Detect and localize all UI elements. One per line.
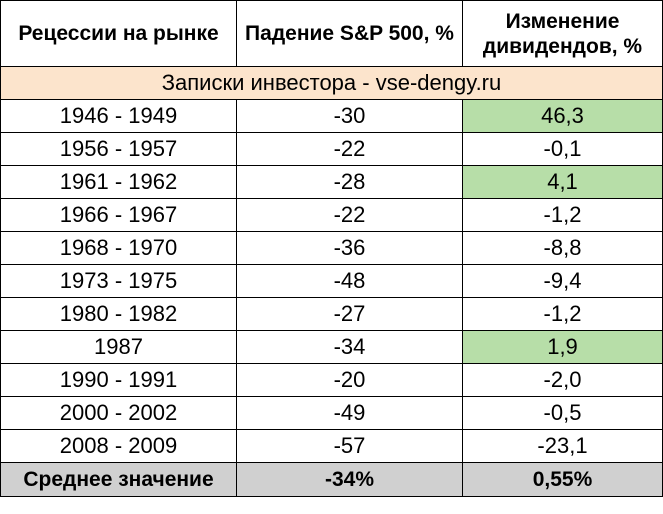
table-row: 2000 - 2002 -49 -0,5	[0, 396, 663, 430]
period-cell: 2008 - 2009	[0, 429, 237, 463]
period-cell: 1973 - 1975	[0, 264, 237, 298]
table-row: 1973 - 1975 -48 -9,4	[0, 264, 663, 298]
average-label: Среднее значение	[0, 462, 237, 497]
period-cell: 1990 - 1991	[0, 363, 237, 397]
dividend-change-cell: -2,0	[462, 363, 663, 397]
sp500-drop-cell: -22	[236, 198, 463, 232]
table-row: 1987 -34 1,9	[0, 330, 663, 364]
source-row: Записки инвестора - vse-dengy.ru	[0, 66, 663, 100]
table-row: 1990 - 1991 -20 -2,0	[0, 363, 663, 397]
dividend-change-cell: -9,4	[462, 264, 663, 298]
average-dividend-change: 0,55%	[462, 462, 663, 497]
table-row: 1946 - 1949 -30 46,3	[0, 99, 663, 133]
table-row: 1961 - 1962 -28 4,1	[0, 165, 663, 199]
table-row: 2008 - 2009 -57 -23,1	[0, 429, 663, 463]
average-sp500-drop: -34%	[236, 462, 463, 497]
sp500-drop-cell: -57	[236, 429, 463, 463]
header-sp500-drop: Падение S&P 500, %	[236, 0, 463, 67]
period-cell: 1956 - 1957	[0, 132, 237, 166]
dividend-change-cell: -1,2	[462, 198, 663, 232]
recessions-table: Рецессии на рынке Падение S&P 500, % Изм…	[0, 0, 663, 497]
sp500-drop-cell: -27	[236, 297, 463, 331]
sp500-drop-cell: -36	[236, 231, 463, 265]
table-row: 1968 - 1970 -36 -8,8	[0, 231, 663, 265]
sp500-drop-cell: -48	[236, 264, 463, 298]
sp500-drop-cell: -20	[236, 363, 463, 397]
sp500-drop-cell: -30	[236, 99, 463, 133]
period-cell: 1968 - 1970	[0, 231, 237, 265]
sp500-drop-cell: -49	[236, 396, 463, 430]
dividend-change-cell: 4,1	[462, 165, 663, 199]
sp500-drop-cell: -28	[236, 165, 463, 199]
table-row: 1966 - 1967 -22 -1,2	[0, 198, 663, 232]
period-cell: 1980 - 1982	[0, 297, 237, 331]
period-cell: 1966 - 1967	[0, 198, 237, 232]
period-cell: 2000 - 2002	[0, 396, 237, 430]
table-row: 1980 - 1982 -27 -1,2	[0, 297, 663, 331]
source-note: Записки инвестора - vse-dengy.ru	[0, 66, 663, 100]
dividend-change-cell: 46,3	[462, 99, 663, 133]
dividend-change-cell: -1,2	[462, 297, 663, 331]
dividend-change-cell: 1,9	[462, 330, 663, 364]
table-row: 1956 - 1957 -22 -0,1	[0, 132, 663, 166]
dividend-change-cell: -0,5	[462, 396, 663, 430]
dividend-change-cell: -23,1	[462, 429, 663, 463]
header-recessions: Рецессии на рынке	[0, 0, 237, 67]
period-cell: 1987	[0, 330, 237, 364]
period-cell: 1961 - 1962	[0, 165, 237, 199]
dividend-change-cell: -0,1	[462, 132, 663, 166]
sp500-drop-cell: -22	[236, 132, 463, 166]
dividend-change-cell: -8,8	[462, 231, 663, 265]
average-row: Среднее значение -34% 0,55%	[0, 462, 663, 497]
header-row: Рецессии на рынке Падение S&P 500, % Изм…	[0, 0, 663, 67]
sp500-drop-cell: -34	[236, 330, 463, 364]
period-cell: 1946 - 1949	[0, 99, 237, 133]
header-dividend-change: Изменение дивидендов, %	[462, 0, 663, 67]
